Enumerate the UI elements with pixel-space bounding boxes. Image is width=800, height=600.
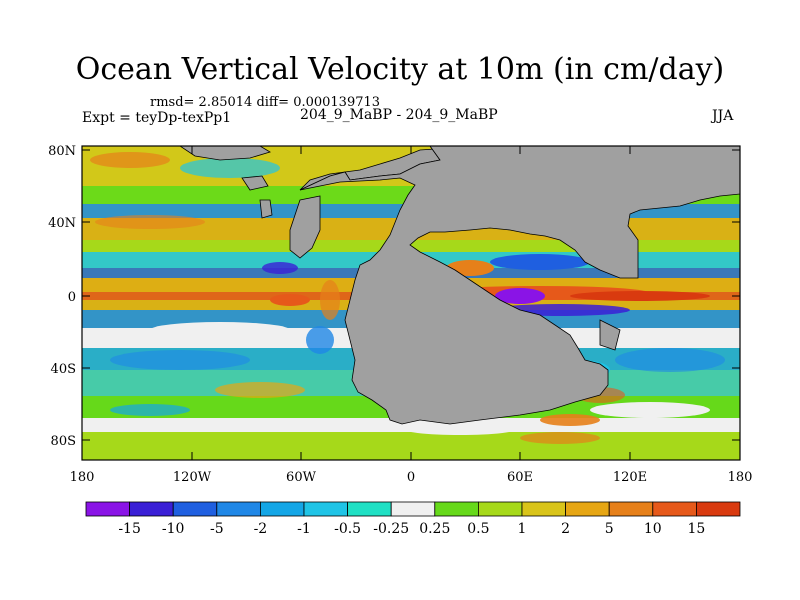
lon-label-120w: 120W — [173, 470, 212, 485]
colorbar-swatch — [696, 501, 741, 517]
colorbar-swatch — [85, 501, 130, 517]
season-label: JJA — [712, 108, 734, 124]
colorbar-label: 10 — [644, 521, 662, 537]
colorbar: -15 -10 -5 -2 -1 -0.5 -0.25 0.25 0.5 1 2 5 10 15 — [85, 501, 741, 537]
experiment-label: Expt = teyDp-texPp1 — [82, 110, 232, 126]
lat-label-80s: 80S — [51, 434, 76, 449]
lon-label-60e: 60E — [507, 470, 533, 485]
colorbar-label: -10 — [162, 521, 185, 537]
colorbar-swatch — [652, 501, 697, 517]
colorbar-swatch — [347, 501, 392, 517]
stats-line: rmsd= 2.85014 diff= 0.000139713 — [150, 95, 381, 110]
tick-marks — [81, 146, 741, 460]
colorbar-swatch — [434, 501, 479, 517]
colorbar-swatch — [477, 501, 523, 517]
lon-label-180w: 180 — [70, 470, 95, 485]
colorbar-label: 1 — [518, 521, 527, 537]
lat-label-80n: 80N — [48, 144, 76, 159]
colorbar-label: -1 — [297, 521, 311, 537]
colorbar-label: 5 — [605, 521, 614, 537]
colorbar-swatch — [216, 501, 261, 517]
colorbar-label: 0.5 — [467, 521, 489, 537]
lon-label-0: 0 — [407, 470, 415, 485]
land-masses — [179, 146, 740, 425]
colorbar-swatch — [172, 501, 218, 517]
lon-label-180e: 180 — [728, 470, 753, 485]
colorbar-swatch — [608, 501, 654, 517]
experiment-names: 204_9_MaBP - 204_9_MaBP — [300, 107, 498, 123]
colorbar-label: 2 — [561, 521, 570, 537]
lat-label-40s: 40S — [51, 362, 76, 377]
colorbar-swatch — [521, 501, 566, 517]
colorbar-swatch — [129, 501, 174, 517]
colorbar-label: 0.25 — [419, 521, 450, 537]
colorbar-swatch — [259, 501, 305, 517]
ocean-field — [82, 146, 740, 460]
colorbar-label: -0.5 — [334, 521, 361, 537]
colorbar-swatch — [303, 501, 348, 517]
colorbar-label: -0.25 — [373, 521, 409, 537]
colorbar-swatch — [390, 501, 436, 517]
colorbar-label: 15 — [687, 521, 705, 537]
lat-label-0: 0 — [68, 290, 76, 305]
map-title: Ocean Vertical Velocity at 10m (in cm/da… — [75, 52, 725, 87]
lon-label-120e: 120E — [613, 470, 647, 485]
colorbar-label: -15 — [118, 521, 141, 537]
lat-label-40n: 40N — [48, 216, 76, 231]
lon-label-60w: 60W — [286, 470, 317, 485]
colorbar-label: -5 — [210, 521, 224, 537]
colorbar-label: -2 — [254, 521, 268, 537]
colorbar-swatch — [565, 501, 610, 517]
